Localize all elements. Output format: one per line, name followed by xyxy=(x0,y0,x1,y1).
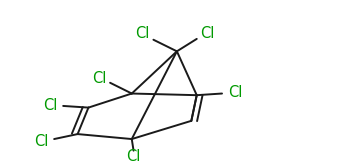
Text: Cl: Cl xyxy=(92,71,106,86)
Text: Cl: Cl xyxy=(200,26,215,41)
Text: Cl: Cl xyxy=(229,85,243,100)
Text: Cl: Cl xyxy=(126,149,141,164)
Text: Cl: Cl xyxy=(34,134,49,149)
Text: Cl: Cl xyxy=(43,98,58,113)
Text: Cl: Cl xyxy=(135,26,150,42)
